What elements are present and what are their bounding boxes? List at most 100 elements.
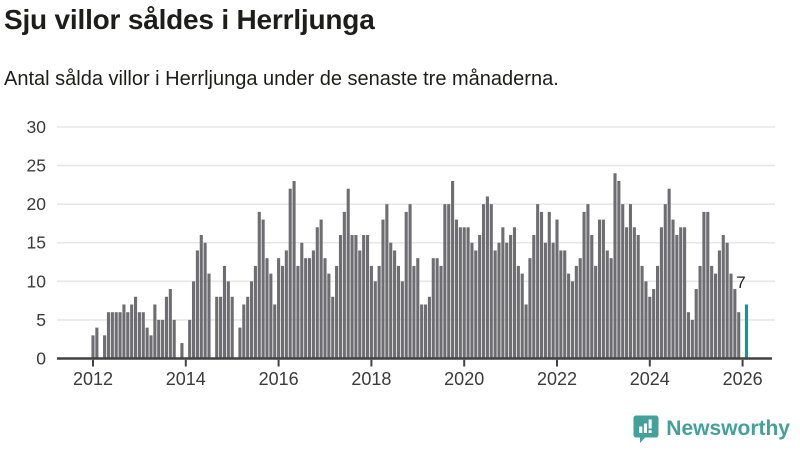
bar — [485, 196, 489, 359]
y-axis-label: 5 — [36, 310, 46, 330]
bar — [683, 227, 687, 359]
bar — [489, 204, 493, 359]
bar — [713, 273, 718, 359]
bar — [686, 312, 691, 359]
y-axis-label: 20 — [27, 194, 47, 214]
bar — [640, 265, 644, 359]
bar — [412, 265, 416, 359]
bar — [133, 296, 138, 359]
bar — [671, 219, 675, 359]
bar — [385, 204, 389, 359]
bar — [319, 219, 323, 359]
bar — [199, 235, 203, 359]
bar — [528, 258, 532, 359]
bar — [161, 319, 165, 359]
bar — [172, 319, 176, 359]
bar — [509, 235, 513, 359]
bar — [466, 227, 470, 359]
bar — [261, 219, 265, 359]
bar — [222, 265, 227, 359]
bar — [145, 327, 149, 359]
bar — [304, 258, 308, 359]
bar — [454, 219, 459, 359]
bar — [447, 204, 451, 359]
bar — [249, 281, 254, 359]
bar — [594, 265, 598, 359]
bar — [106, 312, 111, 359]
bar — [280, 265, 285, 359]
x-axis-label: 2022 — [537, 369, 577, 389]
bar — [253, 265, 257, 359]
bar — [242, 304, 246, 359]
newsworthy-logo[interactable]: Newsworthy — [633, 414, 790, 444]
bar — [613, 173, 617, 359]
bar — [702, 211, 706, 359]
bar — [238, 327, 242, 359]
bar — [307, 258, 312, 359]
bar — [292, 181, 296, 359]
bar — [381, 219, 385, 359]
bar — [532, 235, 536, 359]
bar — [365, 235, 370, 359]
bar — [648, 296, 652, 359]
bar — [269, 273, 273, 359]
bar — [122, 304, 126, 359]
bar — [474, 250, 478, 359]
bar — [416, 258, 420, 359]
bar — [586, 204, 590, 359]
bar — [667, 188, 671, 359]
bar — [567, 273, 571, 359]
bar — [609, 258, 613, 359]
bar — [559, 250, 563, 359]
bar — [273, 304, 277, 359]
bar — [362, 235, 366, 359]
bar — [574, 265, 578, 359]
bar — [141, 312, 145, 359]
bar — [296, 265, 300, 359]
bar — [516, 265, 520, 359]
bar — [605, 250, 609, 359]
last-value-label: 7 — [736, 273, 745, 292]
bar — [652, 289, 656, 359]
bar — [632, 227, 636, 359]
bar — [335, 265, 339, 359]
bar — [284, 250, 288, 359]
bar — [601, 219, 605, 359]
bar — [168, 289, 172, 359]
bar — [180, 343, 184, 359]
bar — [435, 258, 439, 359]
bar — [300, 242, 304, 359]
bar — [536, 204, 540, 359]
bar — [512, 227, 517, 359]
bar — [157, 319, 161, 359]
bar — [597, 219, 602, 359]
bar — [725, 242, 729, 359]
bar — [505, 242, 509, 359]
chart-subtitle: Antal sålda villor i Herrljunga under de… — [4, 68, 559, 90]
bar — [427, 296, 431, 359]
bar — [137, 312, 141, 359]
bar — [423, 304, 428, 359]
bar — [331, 296, 335, 359]
x-axis-label: 2020 — [444, 369, 484, 389]
bar — [679, 227, 683, 359]
bar — [458, 227, 462, 359]
bar — [481, 204, 486, 359]
bar — [195, 250, 199, 359]
bar — [524, 304, 528, 359]
bar — [393, 250, 397, 359]
bar — [323, 258, 327, 359]
bar — [539, 211, 544, 359]
y-axis-label: 0 — [36, 349, 46, 369]
bar — [153, 304, 157, 359]
bar — [563, 250, 567, 359]
bar — [501, 227, 505, 359]
x-axis-label: 2012 — [73, 369, 113, 389]
bar — [420, 304, 424, 359]
bar — [396, 265, 401, 359]
bar — [130, 304, 134, 359]
y-axis-label: 10 — [27, 271, 47, 291]
bar — [226, 281, 230, 359]
